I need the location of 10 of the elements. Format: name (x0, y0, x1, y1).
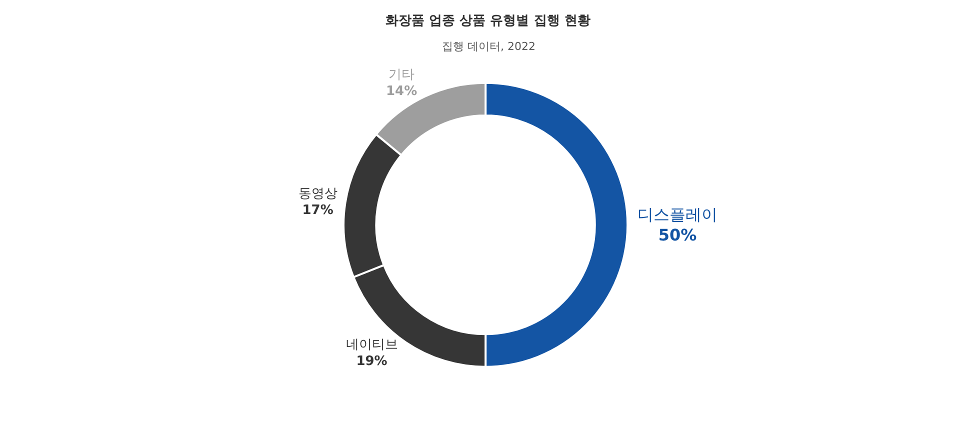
data-label: 19% (356, 354, 388, 370)
chart-subtitle: 집행 데이터, 2022 (442, 40, 536, 53)
data-label: 14% (386, 84, 418, 100)
chart-title: 화장품 업종 상품 유형별 집행 현황 (386, 14, 590, 29)
slice-label: 네이티브 (346, 337, 398, 352)
data-label: 17% (302, 203, 334, 218)
data-label: 50% (658, 226, 697, 245)
slice-label: 디스플레이 (638, 204, 718, 224)
slice-label: 기타 (388, 67, 415, 82)
slice-label: 동영상 (298, 186, 338, 202)
